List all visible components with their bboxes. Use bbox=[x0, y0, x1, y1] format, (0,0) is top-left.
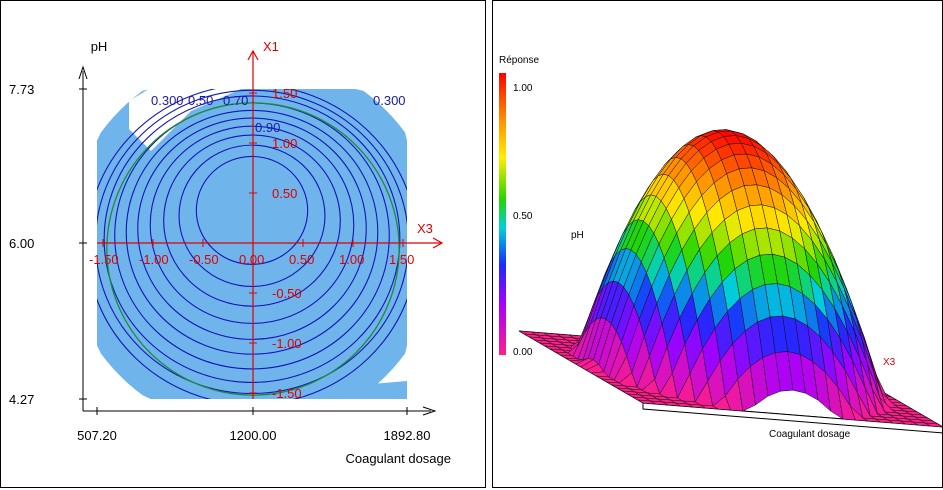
x-axis-label: Coagulant dosage bbox=[345, 451, 451, 466]
contour-value-label: 0.50 bbox=[188, 93, 213, 108]
y-tick-label: 6.00 bbox=[9, 236, 34, 251]
feasible-region-fill bbox=[97, 89, 407, 399]
contour-line bbox=[163, 134, 341, 307]
contour-value-label: 0.300 bbox=[373, 93, 406, 108]
coded-x-tick-label: -1.50 bbox=[89, 252, 119, 267]
contour-line bbox=[149, 125, 355, 324]
coded-x-axis-name: X3 bbox=[417, 221, 433, 236]
legend-tick-label: 0.00 bbox=[513, 347, 533, 358]
y-axis-arrow bbox=[78, 65, 88, 80]
contour-line bbox=[125, 109, 379, 355]
coded-y-tick-label: 1.00 bbox=[272, 136, 297, 151]
coded-y-tick-label: 1.50 bbox=[272, 86, 297, 101]
contour-value-label: 0.300 bbox=[151, 93, 184, 108]
contour-line bbox=[137, 117, 367, 340]
legend-tick-label: 1.00 bbox=[513, 83, 533, 94]
surface-bottom-label: Coagulant dosage bbox=[769, 429, 851, 440]
y-axis-label: pH bbox=[91, 39, 108, 54]
coded-x-tick-label: -0.50 bbox=[189, 252, 219, 267]
x-tick-label: 1200.00 bbox=[230, 428, 277, 443]
coded-y-tick-label: -1.00 bbox=[272, 336, 302, 351]
legend-tick-label: 0.50 bbox=[513, 211, 533, 222]
x-tick-label: 1892.80 bbox=[384, 428, 431, 443]
x-axis-arrow bbox=[422, 406, 437, 416]
coded-x-tick-label: 0.50 bbox=[289, 252, 314, 267]
contour-plot-panel: -1.50 -1.00 -0.50 0.00 0.50 1.00 1.50 1.50 1.00 0… bbox=[0, 0, 486, 488]
surface-plot-panel: Réponse 1.00 0.50 0.00 pH X3 Coagulant dos… bbox=[492, 0, 943, 488]
coded-x-tick-label: 0.00 bbox=[239, 252, 264, 267]
surface-x3-label: X3 bbox=[883, 357, 896, 368]
surface-cell bbox=[925, 422, 942, 428]
coded-x-tick-label: -1.00 bbox=[139, 252, 169, 267]
contour-line bbox=[103, 95, 401, 383]
contour-line bbox=[195, 155, 309, 265]
main-axes: 7.73 6.00 4.27 507.20 1200.00 1892.80 bbox=[9, 65, 437, 443]
y-tick-label: 4.27 bbox=[9, 392, 34, 407]
coded-y-tick-label: -1.50 bbox=[272, 386, 302, 401]
coded-x-tick-label: 1.50 bbox=[389, 252, 414, 267]
coded-axes: -1.50 -1.00 -0.50 0.00 0.50 1.00 1.501.501.000… bbox=[89, 49, 444, 401]
x-tick-label: 507.20 bbox=[77, 428, 117, 443]
contour-plot: -1.50 -1.00 -0.50 0.00 0.50 1.00 1.501.501.000… bbox=[9, 39, 451, 466]
contour-value-label: 0.90 bbox=[255, 120, 280, 135]
coded-x-tick-label: 1.00 bbox=[339, 252, 364, 267]
coded-y-tick-label: -0.50 bbox=[272, 286, 302, 301]
legend-title: Réponse bbox=[499, 55, 539, 66]
response-surface bbox=[518, 129, 942, 428]
legend-ticks: 1.00 0.50 0.00 bbox=[513, 83, 533, 358]
contour-labels: 0.300 0.50 0.70 0.90 0.300 bbox=[151, 93, 406, 135]
contour-line bbox=[178, 144, 326, 288]
coded-y-tick-label: 0.50 bbox=[272, 186, 297, 201]
coded-y-axis-name: X1 bbox=[263, 39, 279, 54]
y-tick-label: 7.73 bbox=[9, 82, 34, 97]
coded-x-arrow bbox=[432, 237, 444, 249]
surface-y-label: pH bbox=[571, 230, 584, 241]
color-scale-bar bbox=[499, 73, 506, 355]
blank-top-left bbox=[129, 89, 241, 151]
surface-plot: Réponse 1.00 0.50 0.00 pH X3 Coagulant dos… bbox=[499, 55, 942, 440]
contour-value-label: 0.70 bbox=[223, 93, 248, 108]
coded-y-arrow bbox=[247, 49, 259, 61]
